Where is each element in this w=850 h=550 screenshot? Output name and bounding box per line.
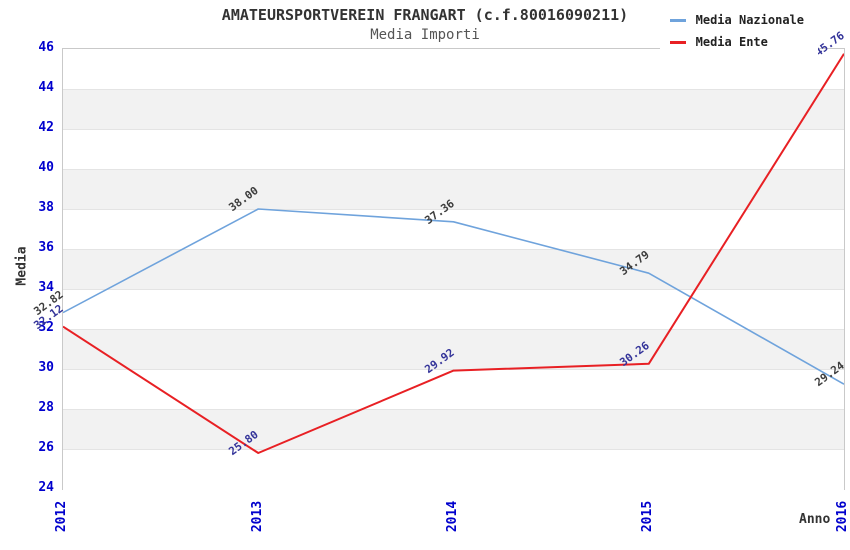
x-tick-label: 2016 (835, 500, 850, 532)
y-tick-label: 38 (38, 200, 54, 215)
x-axis-title: Anno (799, 512, 831, 527)
plot-band (63, 369, 844, 410)
plot-band (63, 169, 844, 210)
data-label: 25.80 (226, 428, 262, 458)
y-tick-label: 44 (38, 80, 54, 95)
plot-band (63, 409, 844, 450)
x-tick-label: 2013 (249, 500, 265, 532)
plot-area: 32.82 38.00 37.36 34.79 29.24 32.12 25.80 29.92… (31, 29, 847, 490)
series-lines (63, 53, 844, 454)
legend-item-media-ente: Media Ente (669, 35, 804, 49)
y-tick-label: 24 (38, 480, 54, 495)
y-tick-label: 34 (38, 280, 54, 295)
data-label: 29.24 (812, 359, 847, 390)
y-tick-label: 40 (38, 160, 54, 175)
data-label: 34.79 (617, 248, 652, 279)
y-tick-label: 30 (38, 360, 54, 375)
data-point-labels: 32.82 38.00 37.36 34.79 29.24 32.12 25.80 29.92… (31, 29, 847, 489)
line-swatch-icon (669, 18, 686, 22)
x-tick-label: 2014 (445, 500, 460, 532)
plot-band (63, 449, 844, 490)
x-tick-label: 2012 (54, 500, 70, 532)
legend-item-media-nazionale: Media Nazionale (669, 13, 804, 27)
legend-label: Media Ente (695, 35, 768, 49)
y-tick-label: 28 (38, 400, 54, 415)
chart-title: AMATEURSPORTVEREIN FRANGART (c.f.8001609… (221, 6, 629, 24)
data-label: 38.00 (226, 184, 262, 214)
plot-band (63, 249, 844, 290)
data-label: 29.92 (421, 345, 457, 376)
y-tick-label: 46 (38, 40, 54, 55)
series-line (63, 208, 844, 385)
y-tick-label: 36 (38, 240, 54, 255)
plot-band (63, 89, 844, 130)
plot-band (63, 329, 844, 370)
data-label: 37.36 (421, 196, 457, 227)
plot-band (63, 129, 844, 170)
data-label: 30.26 (617, 338, 652, 369)
legend: Media Nazionale Media Ente (659, 5, 818, 57)
chart-subtitle: Media Importi (370, 27, 480, 43)
y-tick-label: 42 (38, 120, 54, 135)
y-tick-label: 26 (38, 440, 54, 455)
y-tick-label: 32 (38, 320, 54, 335)
series-line (63, 53, 844, 454)
line-swatch-icon (669, 40, 686, 44)
legend-label: Media Nazionale (695, 13, 804, 27)
x-tick-label: 2015 (640, 500, 656, 532)
